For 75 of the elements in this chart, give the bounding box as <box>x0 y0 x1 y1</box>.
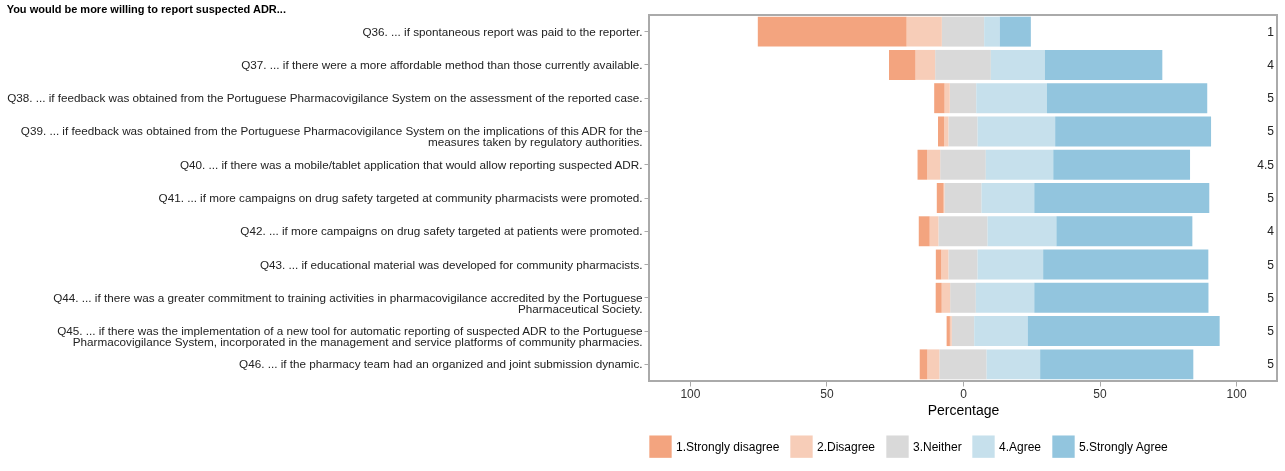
bar <box>974 316 1028 347</box>
bar <box>944 83 950 114</box>
bar <box>941 249 949 280</box>
legend-label: 5.Strongly Agree <box>1079 439 1169 454</box>
bar <box>936 183 944 213</box>
bar <box>935 249 942 280</box>
bar <box>927 149 941 180</box>
legend-label: 4.Agree <box>999 439 1042 454</box>
annotation: 5 <box>1267 324 1275 339</box>
y-tick-label: Q38. ... if feedback was obtained from the Portuguese Pharmacovigilance System on the assessment of the reported case. <box>7 91 643 105</box>
bar <box>976 83 1047 114</box>
text: You would be more willing to report suspected ADR... <box>6 3 286 15</box>
annotation: 4.5 <box>1257 157 1275 172</box>
bar <box>1027 316 1220 347</box>
bar <box>981 183 1035 213</box>
legend-label: 1.Strongly disagree <box>676 439 780 454</box>
y-tick-label: Q40. ... if there was a mobile/tablet application that would allow reporting suspected ADR. <box>179 157 643 171</box>
bar <box>938 116 945 147</box>
annotation: 5 <box>1267 290 1275 305</box>
bar <box>918 216 930 247</box>
bar <box>1053 149 1191 180</box>
x-tick-label: 50 <box>1093 386 1108 401</box>
bar <box>987 216 1057 247</box>
bar <box>935 282 942 313</box>
bar <box>934 83 945 114</box>
bar <box>941 282 951 313</box>
annotation: 5 <box>1267 91 1275 106</box>
bar <box>986 349 1041 380</box>
bar <box>984 16 1000 47</box>
bar <box>906 16 942 47</box>
y-tick-label: Q36. ... if spontaneous report was paid to the reporter. <box>362 24 643 38</box>
y-tick-label: Q44. ... if there was a greater commitment to training activities in pharmacovigilance accredited by the Portuguese Pharmaceutical Society. <box>53 290 643 315</box>
annotation: 5 <box>1267 191 1275 205</box>
bar <box>915 49 936 80</box>
bar <box>929 216 939 247</box>
x-tick-label: 100 <box>680 386 701 401</box>
bar <box>985 149 1054 180</box>
x-tick-label: 50 <box>820 386 834 401</box>
bar <box>1040 349 1194 380</box>
x-axis-title: Percentage <box>927 401 1000 418</box>
bar <box>1034 183 1210 213</box>
y-tick-label: Q42. ... if more campaigns on drug safety targeted at patients were promoted. <box>240 224 643 238</box>
y-tick-label: Q39. ... if feedback was obtained from the Portuguese Pharmacovigilance System on the implications of this ADR for the measures taken by regulatory authorities. <box>20 124 643 149</box>
bar <box>1046 83 1208 114</box>
x-tick-label: 0 <box>960 386 968 401</box>
bar <box>1044 49 1163 80</box>
annotation: 1 <box>1267 24 1275 39</box>
y-tick-label: Q45. ... if there was the implementation of a new tool for automatic reporting of suspected ADR to the Portuguese Pharmacovigilance System, incorporated in the management and service platforms of community pharmacies. <box>57 324 643 349</box>
bar <box>1043 249 1209 280</box>
annotation: 5 <box>1267 357 1275 372</box>
bar <box>990 49 1045 80</box>
bar <box>757 16 907 47</box>
annotation: 5 <box>1267 257 1275 272</box>
bar <box>1056 216 1193 247</box>
legend-label: 2.Disagree <box>817 439 876 454</box>
bar <box>975 282 1035 313</box>
bar <box>919 349 928 380</box>
x-tick-label: 100 <box>1226 386 1247 401</box>
annotation: 4 <box>1267 57 1275 72</box>
y-tick-label: Q46. ... if the pharmacy team had an organized and joint submission dynamic. <box>239 357 643 371</box>
bar <box>1034 282 1209 313</box>
annotation: 4 <box>1267 224 1275 239</box>
legend-label: 3.Neither <box>913 439 962 454</box>
bar <box>977 116 1056 147</box>
annotation: 5 <box>1267 124 1275 139</box>
bar <box>927 349 940 380</box>
bar <box>889 49 916 80</box>
bar <box>977 249 1044 280</box>
bar <box>944 116 949 147</box>
y-tick-label: Q41. ... if more campaigns on drug safety targeted at community pharmacists were promoted. <box>158 191 643 204</box>
bar <box>917 149 928 180</box>
bar <box>1055 116 1212 147</box>
bar <box>999 16 1031 47</box>
y-tick-label: Q43. ... if educational material was developed for community pharmacists. <box>259 257 643 271</box>
y-tick-label: Q37. ... if there were a more affordable method than those currently available. <box>241 57 643 71</box>
